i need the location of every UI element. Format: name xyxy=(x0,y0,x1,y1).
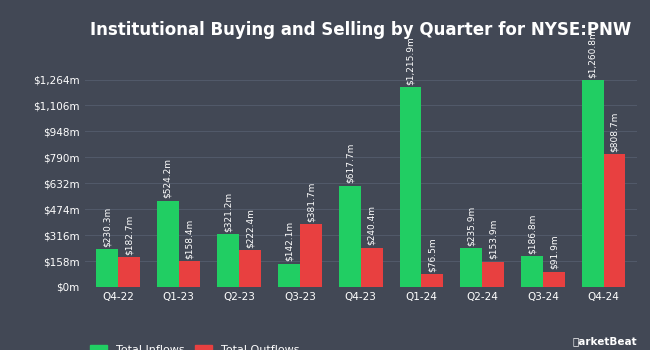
Text: $76.5m: $76.5m xyxy=(428,237,437,272)
Bar xyxy=(96,249,118,287)
Text: ⽁arketBeat: ⽁arketBeat xyxy=(573,336,637,346)
Bar xyxy=(239,251,261,287)
Text: $235.9m: $235.9m xyxy=(467,205,476,246)
Bar xyxy=(521,256,543,287)
Text: $230.3m: $230.3m xyxy=(103,206,111,247)
Text: $142.1m: $142.1m xyxy=(285,221,294,261)
Text: $524.2m: $524.2m xyxy=(163,159,172,198)
Text: $153.9m: $153.9m xyxy=(489,219,498,259)
Text: $1,215.9m: $1,215.9m xyxy=(406,36,415,85)
Text: $91.9m: $91.9m xyxy=(549,235,558,270)
Bar xyxy=(543,272,565,287)
Bar xyxy=(118,257,140,287)
Bar xyxy=(339,186,361,287)
Bar xyxy=(482,262,504,287)
Bar xyxy=(400,88,421,287)
Text: $381.7m: $381.7m xyxy=(306,182,315,222)
Text: $321.2m: $321.2m xyxy=(224,192,233,232)
Bar xyxy=(421,274,443,287)
Text: $1,260.8m: $1,260.8m xyxy=(588,29,597,78)
Text: $808.7m: $808.7m xyxy=(610,111,619,152)
Text: $158.4m: $158.4m xyxy=(185,218,194,259)
Bar xyxy=(278,264,300,287)
Text: $182.7m: $182.7m xyxy=(124,214,133,254)
Text: $240.4m: $240.4m xyxy=(367,205,376,245)
Bar xyxy=(460,248,482,287)
Title: Institutional Buying and Selling by Quarter for NYSE:PNW: Institutional Buying and Selling by Quar… xyxy=(90,21,631,39)
Bar xyxy=(604,154,625,287)
Bar xyxy=(582,80,604,287)
Text: $186.8m: $186.8m xyxy=(527,214,536,254)
Legend: Total Inflows, Total Outflows: Total Inflows, Total Outflows xyxy=(90,345,300,350)
Bar xyxy=(300,224,322,287)
Text: $222.4m: $222.4m xyxy=(246,208,255,248)
Text: $617.7m: $617.7m xyxy=(345,143,354,183)
Bar xyxy=(179,261,200,287)
Bar xyxy=(361,247,383,287)
Bar xyxy=(157,201,179,287)
Bar xyxy=(218,234,239,287)
